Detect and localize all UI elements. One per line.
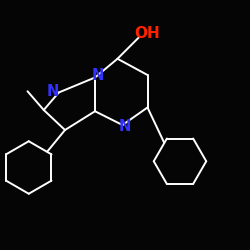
- Text: N: N: [46, 84, 59, 99]
- Text: N: N: [91, 68, 104, 83]
- Text: OH: OH: [134, 26, 160, 41]
- Text: N: N: [119, 119, 131, 134]
